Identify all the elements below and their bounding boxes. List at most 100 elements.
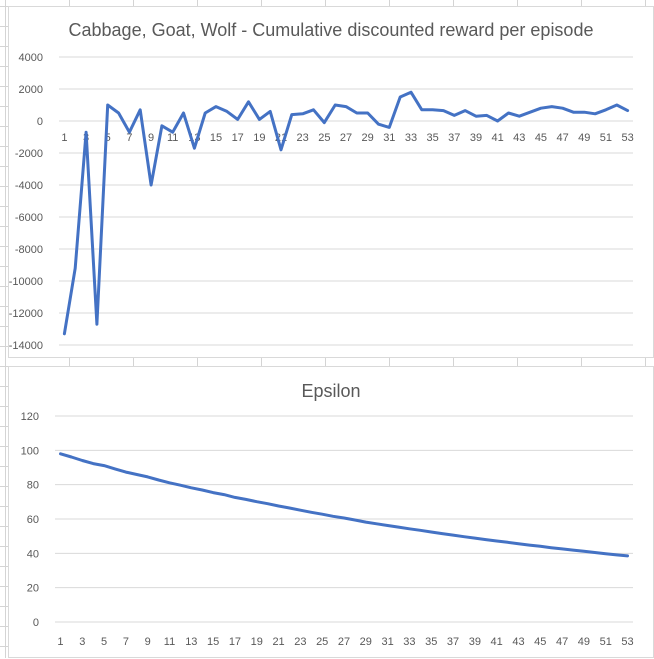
reward-y-tick-label: -4000 [15, 180, 43, 192]
epsilon-data-point [310, 511, 313, 514]
reward-data-point [485, 114, 488, 117]
epsilon-x-tick-label: 39 [469, 636, 481, 648]
epsilon-x-tick-label: 9 [145, 636, 151, 648]
reward-data-point [377, 123, 380, 126]
epsilon-data-point [190, 486, 193, 489]
epsilon-data-point [343, 516, 346, 519]
epsilon-y-tick-label: 100 [21, 445, 39, 457]
epsilon-data-point [168, 481, 171, 484]
epsilon-x-tick-label: 47 [556, 636, 568, 648]
epsilon-data-point [288, 507, 291, 510]
reward-data-point [464, 109, 467, 112]
epsilon-data-point [550, 546, 553, 549]
epsilon-x-tick-label: 25 [316, 636, 328, 648]
epsilon-x-tick-label: 31 [381, 636, 393, 648]
reward-data-point [388, 126, 391, 129]
epsilon-data-point [113, 467, 116, 470]
epsilon-data-point [441, 532, 444, 535]
reward-data-point [453, 114, 456, 117]
reward-data-point [225, 110, 228, 113]
epsilon-data-point [255, 500, 258, 503]
reward-data-point [550, 105, 553, 108]
reward-data-point [74, 267, 77, 270]
reward-x-tick-label: 7 [126, 132, 132, 144]
epsilon-x-tick-label: 23 [294, 636, 306, 648]
reward-data-point [160, 124, 163, 127]
reward-y-tick-label: -12000 [9, 308, 43, 320]
reward-data-point [420, 108, 423, 111]
reward-data-point [269, 110, 272, 113]
reward-x-tick-label: 53 [621, 132, 633, 144]
reward-data-point [236, 118, 239, 121]
epsilon-data-point [92, 462, 95, 465]
epsilon-data-point [473, 537, 476, 540]
reward-data-point [615, 104, 618, 107]
epsilon-x-tick-label: 45 [534, 636, 546, 648]
epsilon-x-tick-label: 35 [425, 636, 437, 648]
epsilon-y-tick-label: 20 [27, 583, 39, 595]
reward-data-point [431, 108, 434, 111]
reward-x-tick-label: 1 [61, 132, 67, 144]
reward-x-tick-label: 23 [297, 132, 309, 144]
epsilon-x-tick-label: 43 [512, 636, 524, 648]
epsilon-y-tick-label: 120 [21, 411, 39, 423]
epsilon-data-point [593, 551, 596, 554]
reward-chart[interactable]: Cabbage, Goat, Wolf - Cumulative discoun… [8, 6, 654, 358]
reward-data-point [539, 107, 542, 110]
reward-data-point [280, 148, 283, 151]
epsilon-data-point [233, 496, 236, 499]
reward-data-point [529, 111, 532, 114]
reward-x-tick-label: 33 [405, 132, 417, 144]
epsilon-x-tick-label: 41 [491, 636, 503, 648]
epsilon-data-point [386, 524, 389, 527]
reward-x-tick-label: 35 [427, 132, 439, 144]
epsilon-data-point [212, 491, 215, 494]
reward-y-tick-label: -6000 [15, 212, 43, 224]
reward-data-point [561, 107, 564, 110]
reward-x-tick-label: 27 [340, 132, 352, 144]
epsilon-chart[interactable]: Epsilon 120 100 80 60 40 20 0 1 3 5 7 9 11 13 15 17 19 21… [8, 366, 654, 658]
reward-x-tick-label: 49 [578, 132, 590, 144]
reward-data-point [301, 112, 304, 115]
epsilon-data-point [572, 549, 575, 552]
reward-x-tick-label: 47 [556, 132, 568, 144]
epsilon-y-tick-label: 80 [27, 480, 39, 492]
epsilon-data-point [81, 459, 84, 462]
epsilon-data-point [157, 479, 160, 482]
reward-data-point [95, 323, 98, 326]
epsilon-data-point [103, 464, 106, 467]
epsilon-x-tick-label: 3 [79, 636, 85, 648]
reward-data-point [594, 112, 597, 115]
epsilon-data-point [419, 529, 422, 532]
reward-x-tick-label: 17 [232, 132, 244, 144]
epsilon-x-tick-label: 37 [447, 636, 459, 648]
reward-x-tick-label: 39 [470, 132, 482, 144]
epsilon-series-line [59, 452, 629, 558]
reward-data-point [496, 120, 499, 123]
reward-data-point [334, 104, 337, 107]
epsilon-data-point [517, 542, 520, 545]
reward-x-tick-label: 5 [105, 132, 111, 144]
reward-data-point [355, 112, 358, 115]
epsilon-data-point [332, 515, 335, 518]
reward-data-point [345, 105, 348, 108]
epsilon-data-point [364, 521, 367, 524]
reward-data-point [518, 115, 521, 118]
reward-data-point [626, 109, 629, 112]
epsilon-data-point [506, 541, 509, 544]
epsilon-x-tick-label: 11 [164, 636, 175, 648]
reward-data-point [247, 100, 250, 103]
epsilon-data-point [70, 456, 73, 459]
reward-x-tick-label: 45 [535, 132, 547, 144]
epsilon-data-point [321, 513, 324, 516]
reward-y-tick-label: -8000 [15, 244, 43, 256]
reward-data-point [442, 109, 445, 112]
reward-x-tick-label: 51 [600, 132, 612, 144]
reward-x-tick-label: 29 [362, 132, 374, 144]
reward-y-tick-label: -10000 [9, 276, 43, 288]
reward-data-point [171, 131, 174, 134]
reward-x-tick-label: 25 [318, 132, 330, 144]
epsilon-x-tick-label: 51 [600, 636, 612, 648]
epsilon-x-tick-label: 29 [360, 636, 372, 648]
